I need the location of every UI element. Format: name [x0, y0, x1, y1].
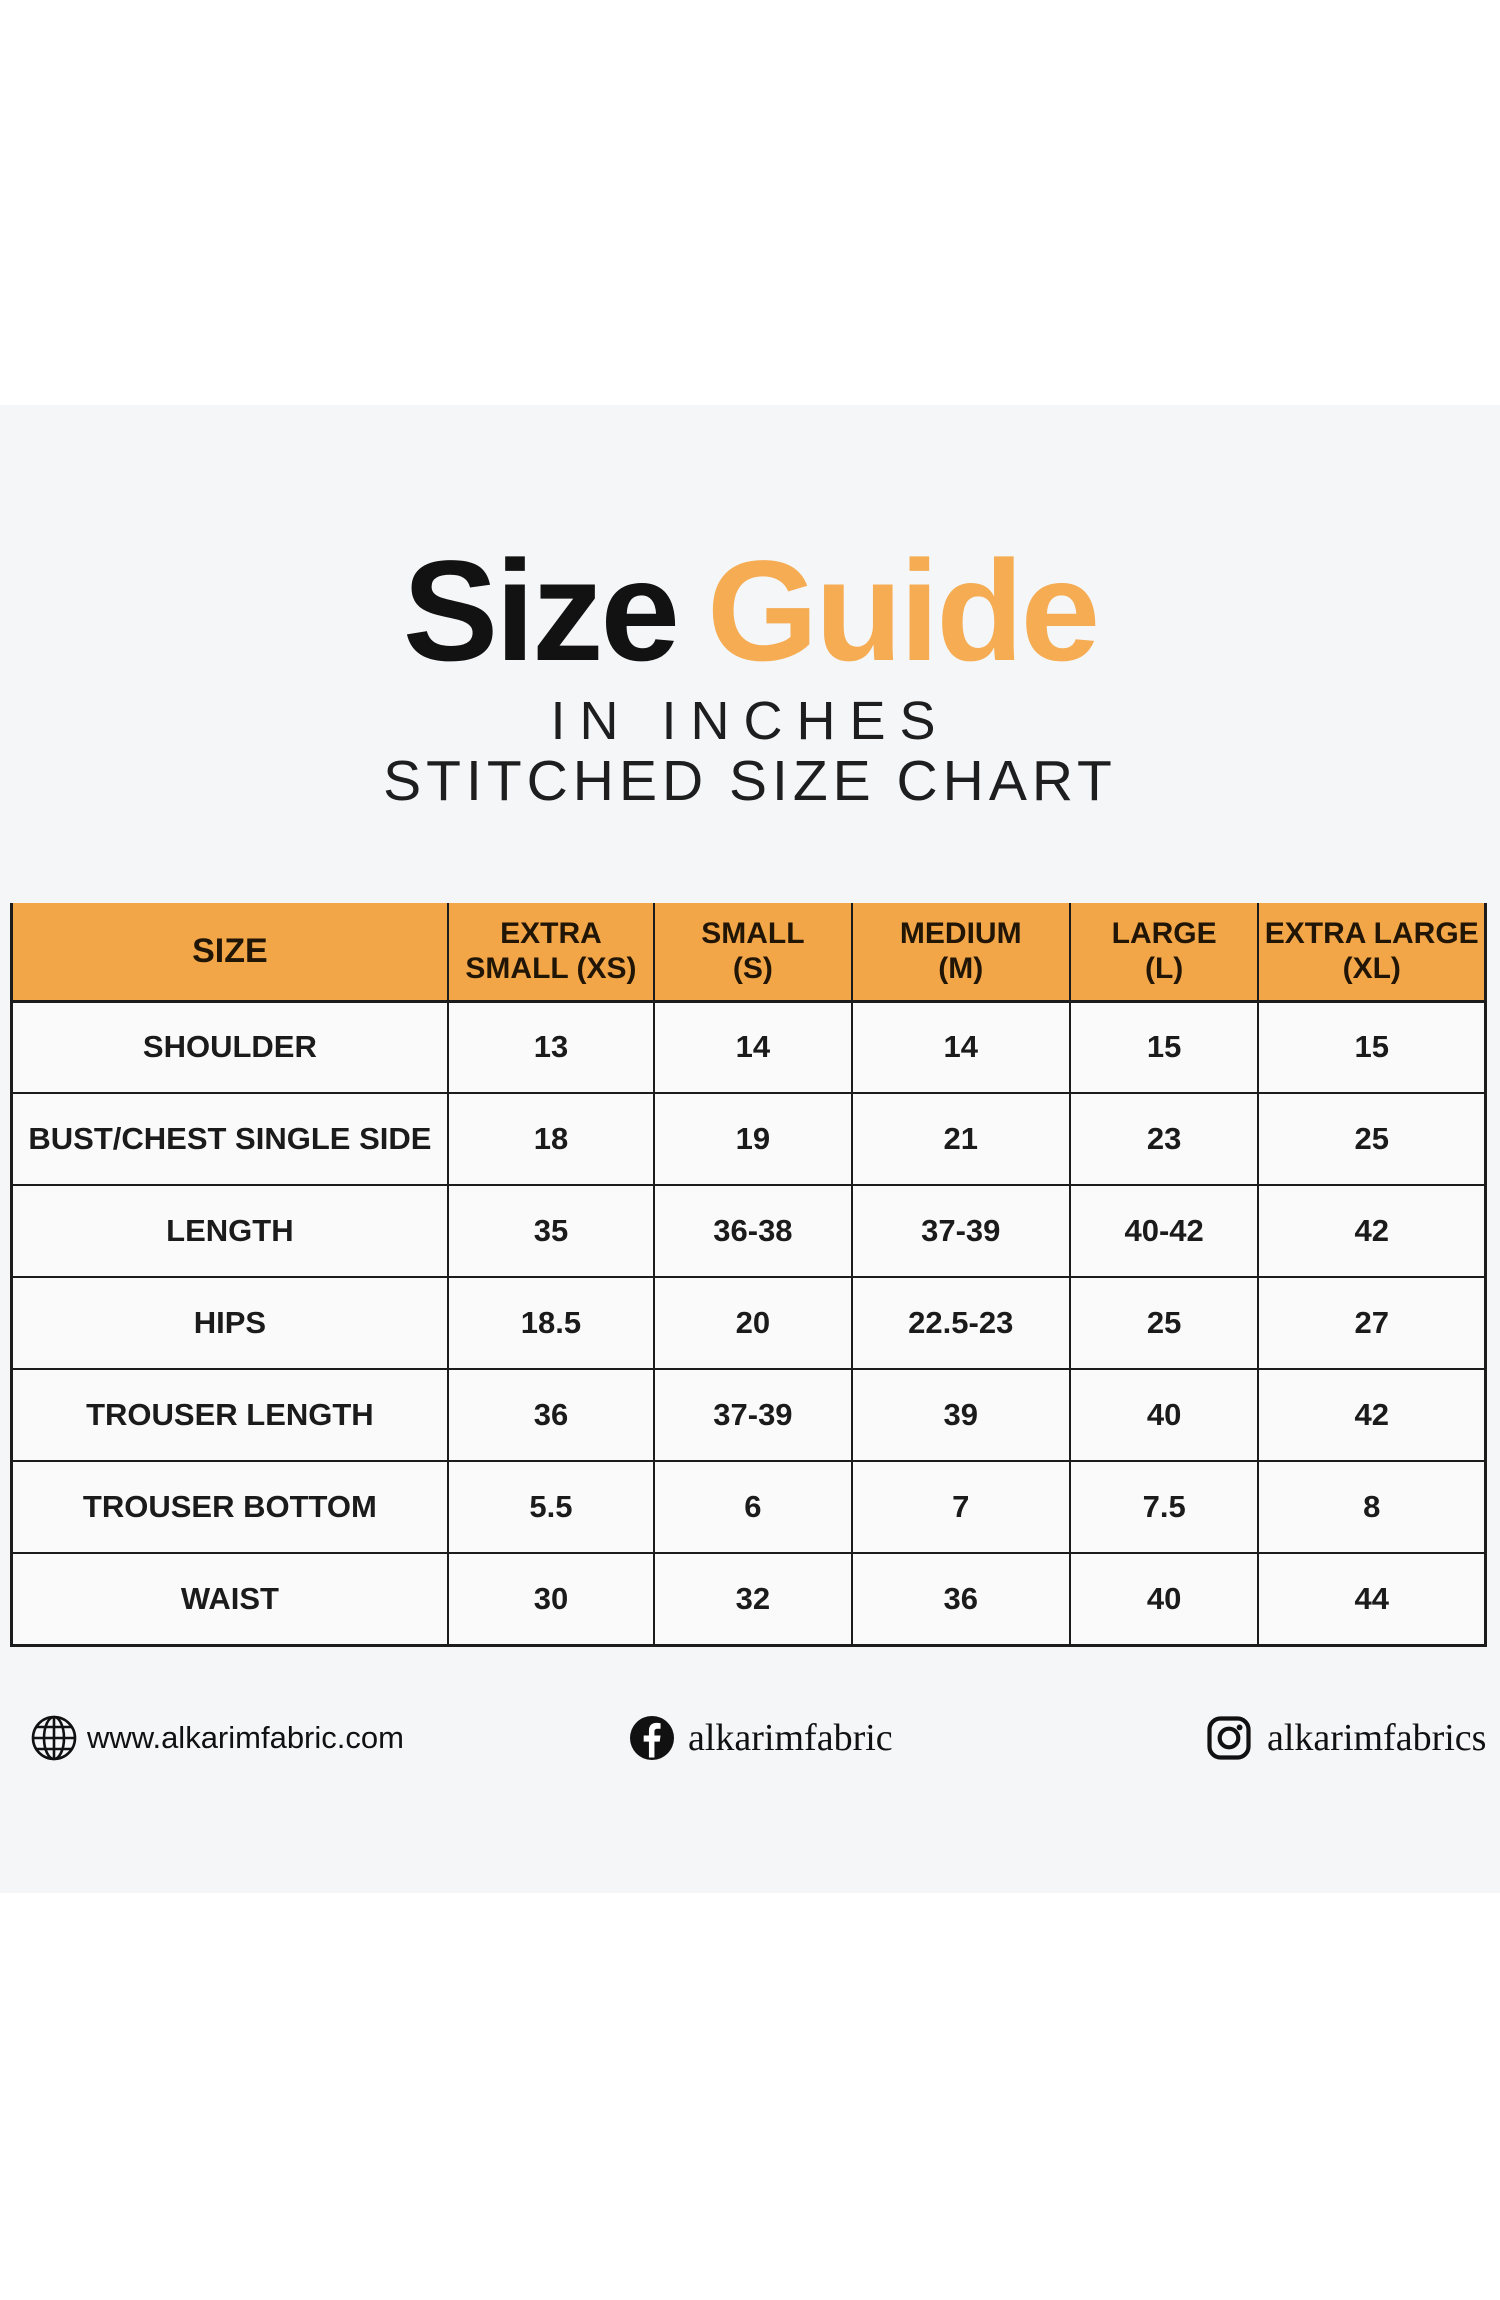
- measurement-value: 25: [1257, 1092, 1487, 1187]
- page-title: Size Guide: [0, 540, 1500, 683]
- footer-instagram: alkarimfabrics: [1206, 1715, 1486, 1761]
- measurement-label: TROUSER LENGTH: [10, 1368, 449, 1463]
- table-row: WAIST 30 32 36 40 44: [10, 1552, 1487, 1647]
- size-table: SIZE EXTRA SMALL (XS) SMALL (S) MEDIUM (M) LARG…: [10, 903, 1487, 1647]
- subtitle-stitched-size-chart: STITCHED SIZE CHART: [383, 749, 1117, 813]
- measurement-value: 7.5: [1068, 1460, 1260, 1555]
- footer-facebook: alkarimfabric: [630, 1716, 893, 1760]
- measurement-value: 27: [1257, 1276, 1487, 1371]
- measurement-value: 30: [446, 1552, 656, 1647]
- measurement-label: LENGTH: [10, 1184, 449, 1279]
- globe-icon: [31, 1715, 77, 1761]
- measurement-value: 40: [1068, 1552, 1260, 1647]
- table-row: LENGTH 35 36-38 37-39 40-42 42: [10, 1184, 1487, 1279]
- measurement-value: 36: [850, 1552, 1071, 1647]
- measurement-label: WAIST: [10, 1552, 449, 1647]
- measurement-value: 23: [1068, 1092, 1260, 1187]
- measurement-value: 15: [1068, 999, 1260, 1095]
- title-word-size: Size: [402, 532, 680, 691]
- measurement-value: 19: [653, 1092, 853, 1187]
- footer-website: www.alkarimfabric.com: [30, 1714, 404, 1762]
- measurement-value: 18: [446, 1092, 656, 1187]
- header-cell-size: SIZE: [10, 903, 449, 1003]
- measurement-value: 40-42: [1068, 1184, 1260, 1279]
- measurement-value: 22.5-23: [850, 1276, 1071, 1371]
- table-row: TROUSER LENGTH 36 37-39 39 40 42: [10, 1368, 1487, 1463]
- table-row: HIPS 18.5 20 22.5-23 25 27: [10, 1276, 1487, 1371]
- measurement-label: TROUSER BOTTOM: [10, 1460, 449, 1555]
- measurement-value: 36-38: [653, 1184, 853, 1279]
- measurement-value: 7: [850, 1460, 1071, 1555]
- header-cell: SMALL (S): [653, 903, 853, 1003]
- measurement-value: 5.5: [446, 1460, 656, 1555]
- measurement-value: 36: [446, 1368, 656, 1463]
- measurement-value: 20: [653, 1276, 853, 1371]
- measurement-value: 18.5: [446, 1276, 656, 1371]
- measurement-label: SHOULDER: [10, 999, 449, 1095]
- measurement-value: 40: [1068, 1368, 1260, 1463]
- header-cell: MEDIUM (M): [850, 903, 1071, 1003]
- measurement-label: HIPS: [10, 1276, 449, 1371]
- measurement-value: 14: [653, 999, 853, 1095]
- measurement-value: 8: [1257, 1460, 1487, 1555]
- measurement-value: 37-39: [850, 1184, 1071, 1279]
- table-row: TROUSER BOTTOM 5.5 6 7 7.5 8: [10, 1460, 1487, 1555]
- measurement-value: 37-39: [653, 1368, 853, 1463]
- title-word-guide: Guide: [706, 532, 1100, 691]
- measurement-value: 32: [653, 1552, 853, 1647]
- measurement-value: 39: [850, 1368, 1071, 1463]
- measurement-value: 35: [446, 1184, 656, 1279]
- measurement-value: 42: [1257, 1184, 1487, 1279]
- website-url: www.alkarimfabric.com: [87, 1720, 404, 1755]
- facebook-handle: alkarimfabric: [688, 1717, 893, 1759]
- measurement-value: 25: [1068, 1276, 1260, 1371]
- facebook-icon: [630, 1716, 674, 1760]
- table-row: SHOULDER 13 14 14 15 15: [10, 999, 1487, 1095]
- subtitle-in-inches: IN INCHES: [550, 691, 950, 751]
- table-row: BUST/CHEST SINGLE SIDE 18 19 21 23 25: [10, 1092, 1487, 1187]
- measurement-label: BUST/CHEST SINGLE SIDE: [10, 1092, 449, 1187]
- measurement-value: 14: [850, 999, 1071, 1095]
- measurement-value: 6: [653, 1460, 853, 1555]
- header-cell: EXTRA SMALL (XS): [446, 903, 656, 1003]
- instagram-icon: [1207, 1716, 1251, 1760]
- measurement-value: 21: [850, 1092, 1071, 1187]
- measurement-value: 44: [1257, 1552, 1487, 1647]
- measurement-value: 15: [1257, 999, 1487, 1095]
- header-cell: EXTRA LARGE (XL): [1257, 903, 1487, 1003]
- instagram-handle: alkarimfabrics: [1267, 1717, 1487, 1759]
- measurement-value: 13: [446, 999, 656, 1095]
- measurement-value: 42: [1257, 1368, 1487, 1463]
- header-cell: LARGE (L): [1068, 903, 1260, 1003]
